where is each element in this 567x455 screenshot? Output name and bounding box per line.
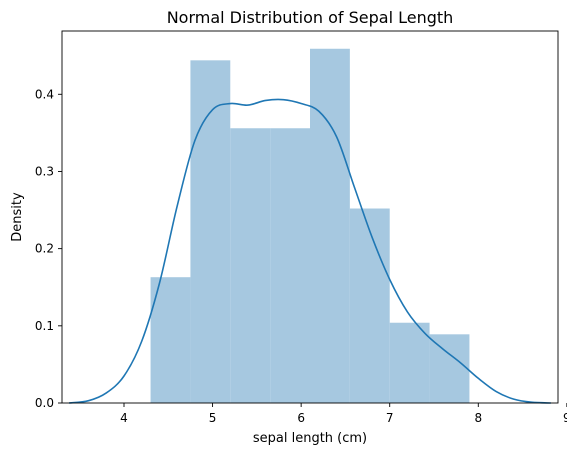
histogram-bars	[150, 48, 470, 404]
histogram-bar	[310, 48, 350, 403]
histogram-bar	[270, 128, 310, 403]
x-tick-label: 9	[563, 411, 567, 425]
histogram-bar	[230, 128, 271, 403]
axes-frame	[61, 30, 559, 404]
y-tick-label: 0.4	[35, 87, 54, 101]
histogram-bar	[150, 277, 191, 403]
x-tick-label: 6	[297, 411, 305, 425]
axes-spines	[61, 30, 559, 404]
y-tick-label: 0.2	[35, 242, 54, 256]
x-tick-label: 7	[386, 411, 394, 425]
x-tick-label: 4	[120, 411, 128, 425]
histogram-bar	[389, 322, 430, 403]
histogram-bar	[190, 60, 231, 404]
y-axis-label: Density	[10, 192, 25, 242]
x-axis-label: sepal length (cm)	[253, 431, 367, 446]
histogram-bar	[349, 208, 390, 403]
y-tick-label: 0.1	[35, 319, 54, 333]
histogram-bar	[429, 334, 470, 403]
y-tick-label: 0.3	[35, 164, 54, 178]
x-axis-ticks: 4 5 6 7 8 9	[120, 403, 567, 425]
chart-title: Normal Distribution of Sepal Length	[167, 8, 454, 27]
kde-curve	[68, 98, 551, 404]
x-tick-label: 8	[474, 411, 482, 425]
x-tick-label: 5	[209, 411, 217, 425]
y-axis-ticks: 0.0 0.1 0.2 0.3 0.4	[35, 87, 62, 410]
y-tick-label: 0.0	[35, 396, 54, 410]
